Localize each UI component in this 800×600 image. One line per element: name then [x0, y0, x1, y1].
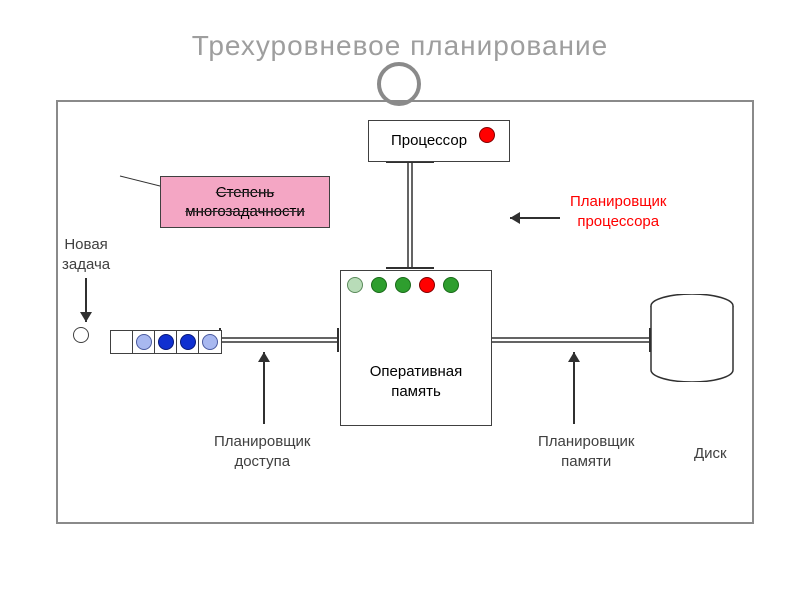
disk-label: Диск [694, 444, 727, 464]
memory-process-dot-icon [395, 277, 411, 293]
memory-process-dot-icon [347, 277, 363, 293]
queue-task-dot-icon [180, 334, 196, 350]
queue-task-dot-icon [136, 334, 152, 350]
queue-task-dot-icon [202, 334, 218, 350]
queue-task-dot-icon [158, 334, 174, 350]
access-scheduler-label: Планировщикдоступа [214, 432, 310, 471]
queue-cell [110, 330, 134, 354]
multitasking-degree-box: Степеньмногозадачности [160, 176, 330, 228]
memory-label: Оперативнаяпамять [370, 362, 462, 401]
processor-label: Процессор [391, 131, 487, 151]
memory-scheduler-label: Планировщикпамяти [538, 432, 634, 471]
memory-process-dot-icon [419, 277, 435, 293]
disk-cylinder-icon [650, 294, 734, 382]
diagram-canvas: Трехуровневое планирование Процессор Сте… [0, 0, 800, 600]
memory-process-dot-icon [371, 277, 387, 293]
memory-box: Оперативнаяпамять [340, 270, 492, 426]
cpu-scheduler-label: Планировщикпроцессора [570, 192, 666, 231]
page-title: Трехуровневое планирование [0, 30, 800, 62]
new-task-label: Новаязадача [62, 235, 110, 274]
processor-dot-icon [479, 127, 495, 143]
memory-process-dot-icon [443, 277, 459, 293]
new-task-circle-icon [73, 327, 89, 343]
multitasking-degree-label: Степеньмногозадачности [185, 183, 304, 222]
